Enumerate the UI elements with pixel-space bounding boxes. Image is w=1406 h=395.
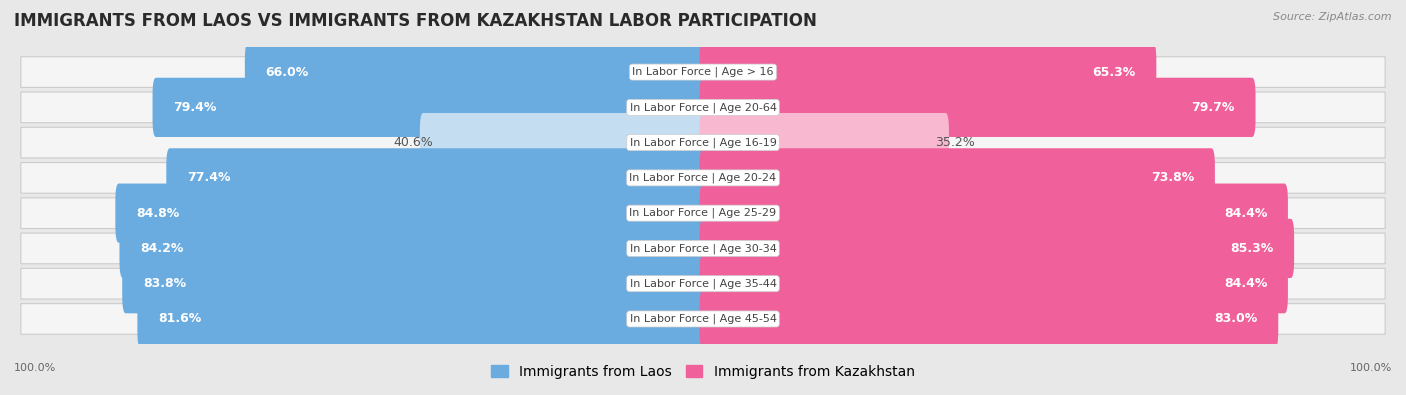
FancyBboxPatch shape [700, 289, 1278, 349]
FancyBboxPatch shape [245, 43, 706, 102]
Text: Source: ZipAtlas.com: Source: ZipAtlas.com [1274, 12, 1392, 22]
FancyBboxPatch shape [700, 254, 1288, 313]
Text: 66.0%: 66.0% [266, 66, 309, 79]
Text: In Labor Force | Age 16-19: In Labor Force | Age 16-19 [630, 137, 776, 148]
Text: 65.3%: 65.3% [1092, 66, 1136, 79]
Text: 84.8%: 84.8% [136, 207, 179, 220]
Text: 83.0%: 83.0% [1215, 312, 1257, 325]
Text: In Labor Force | Age 45-54: In Labor Force | Age 45-54 [630, 314, 776, 324]
Text: 84.2%: 84.2% [141, 242, 184, 255]
FancyBboxPatch shape [21, 268, 1385, 299]
FancyBboxPatch shape [420, 113, 706, 172]
FancyBboxPatch shape [115, 184, 706, 243]
FancyBboxPatch shape [21, 57, 1385, 87]
Text: In Labor Force | Age 25-29: In Labor Force | Age 25-29 [630, 208, 776, 218]
Text: 85.3%: 85.3% [1230, 242, 1274, 255]
FancyBboxPatch shape [166, 148, 706, 207]
FancyBboxPatch shape [700, 184, 1288, 243]
FancyBboxPatch shape [122, 254, 706, 313]
FancyBboxPatch shape [700, 43, 1156, 102]
FancyBboxPatch shape [21, 127, 1385, 158]
Text: 100.0%: 100.0% [1350, 363, 1392, 373]
FancyBboxPatch shape [152, 78, 706, 137]
Text: 79.7%: 79.7% [1191, 101, 1234, 114]
Text: In Labor Force | Age > 16: In Labor Force | Age > 16 [633, 67, 773, 77]
Text: 84.4%: 84.4% [1223, 277, 1267, 290]
FancyBboxPatch shape [700, 148, 1215, 207]
Text: In Labor Force | Age 20-24: In Labor Force | Age 20-24 [630, 173, 776, 183]
FancyBboxPatch shape [21, 198, 1385, 228]
Text: 40.6%: 40.6% [394, 136, 433, 149]
FancyBboxPatch shape [120, 219, 706, 278]
Text: 79.4%: 79.4% [173, 101, 217, 114]
Text: 73.8%: 73.8% [1152, 171, 1194, 184]
Text: 84.4%: 84.4% [1223, 207, 1267, 220]
Text: In Labor Force | Age 35-44: In Labor Force | Age 35-44 [630, 278, 776, 289]
Legend: Immigrants from Laos, Immigrants from Kazakhstan: Immigrants from Laos, Immigrants from Ka… [486, 359, 920, 384]
Text: IMMIGRANTS FROM LAOS VS IMMIGRANTS FROM KAZAKHSTAN LABOR PARTICIPATION: IMMIGRANTS FROM LAOS VS IMMIGRANTS FROM … [14, 12, 817, 30]
FancyBboxPatch shape [700, 113, 949, 172]
FancyBboxPatch shape [21, 92, 1385, 123]
FancyBboxPatch shape [21, 304, 1385, 334]
Text: 100.0%: 100.0% [14, 363, 56, 373]
Text: 81.6%: 81.6% [157, 312, 201, 325]
FancyBboxPatch shape [21, 163, 1385, 193]
FancyBboxPatch shape [700, 219, 1294, 278]
Text: In Labor Force | Age 20-64: In Labor Force | Age 20-64 [630, 102, 776, 113]
Text: 35.2%: 35.2% [935, 136, 974, 149]
Text: In Labor Force | Age 30-34: In Labor Force | Age 30-34 [630, 243, 776, 254]
FancyBboxPatch shape [700, 78, 1256, 137]
Text: 83.8%: 83.8% [143, 277, 186, 290]
Text: 77.4%: 77.4% [187, 171, 231, 184]
FancyBboxPatch shape [21, 233, 1385, 264]
FancyBboxPatch shape [138, 289, 706, 349]
